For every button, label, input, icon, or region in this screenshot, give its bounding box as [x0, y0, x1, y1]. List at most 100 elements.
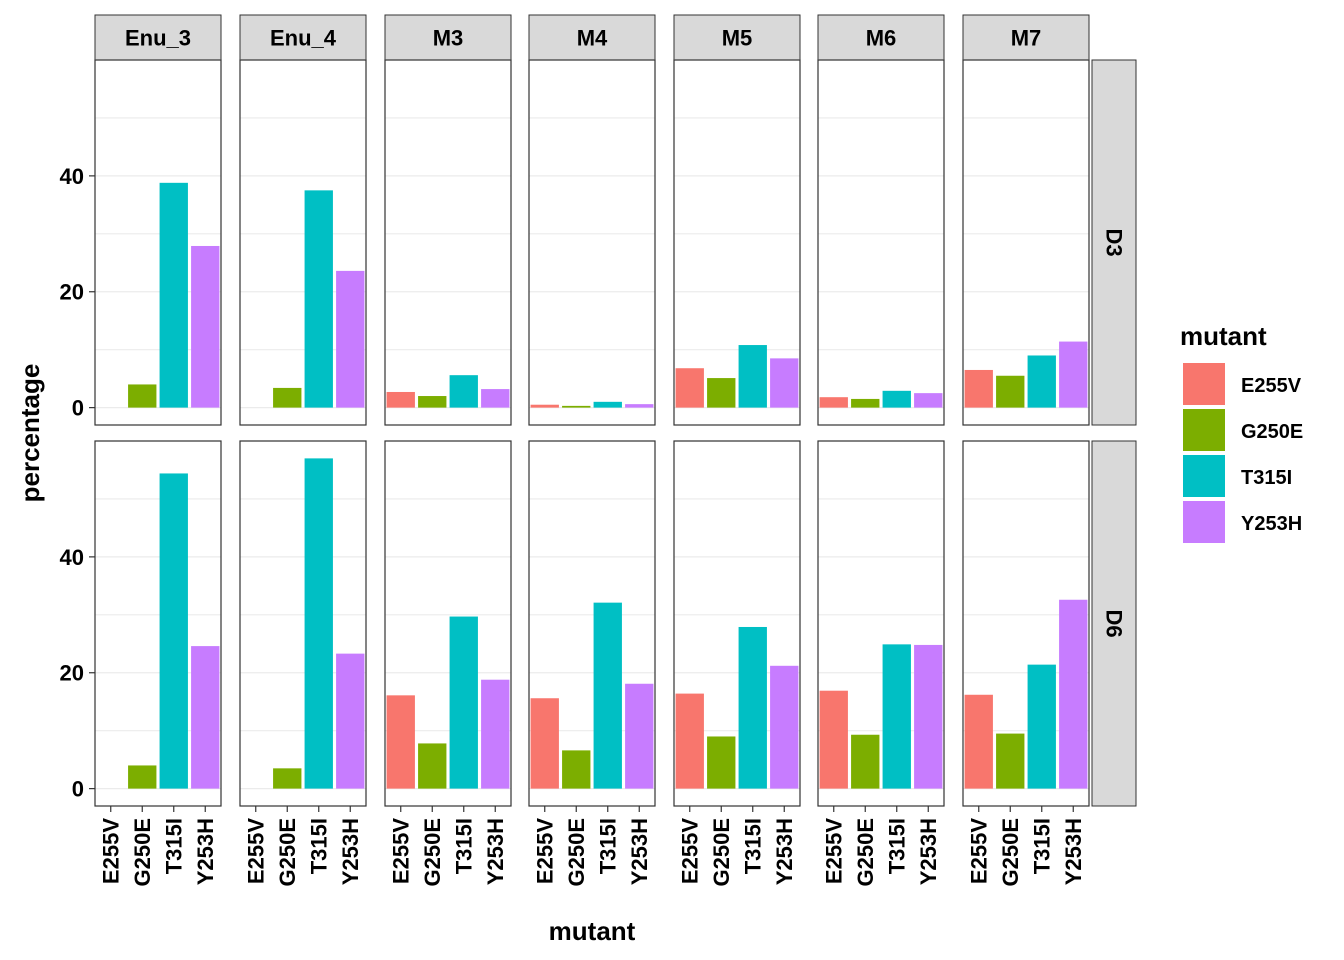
col-strip-label: M7 [1011, 26, 1042, 51]
bar-Enu_4-D6-T315I [304, 458, 333, 789]
panel-Enu_4-D6 [239, 440, 367, 807]
bar-M7-D3-E255V [964, 369, 993, 408]
bar-M5-D3-T315I [738, 345, 767, 408]
bar-M4-D3-T315I [593, 401, 622, 408]
bar-M6-D6-T315I [882, 644, 911, 789]
bar-Enu_4-D6-G250E [273, 768, 302, 789]
panel-M7-D6 [962, 440, 1090, 807]
legend-key-Y253H [1183, 501, 1225, 543]
bar-Enu_3-D3-T315I [159, 182, 188, 408]
bar-M4-D3-Y253H [625, 404, 654, 408]
bar-M7-D3-T315I [1027, 355, 1056, 408]
panel-border [962, 59, 1090, 426]
x-tick-label: G250E [853, 818, 878, 887]
legend-entries: E255V G250E T315I Y253H [1183, 363, 1303, 543]
col-strip-label: Enu_3 [125, 26, 191, 51]
panel-border [94, 440, 222, 807]
bar-M5-D6-T315I [738, 626, 767, 789]
x-tick-label: T315I [595, 818, 620, 874]
bar-Enu_4-D6-Y253H [336, 653, 365, 789]
panel-M6-D6 [817, 440, 945, 807]
panels-layer: Enu_3 Enu_4 M3 M4 M5 M6 M7 D3 D6 [94, 14, 1137, 807]
x-tick-label: T315I [306, 818, 331, 874]
panel-M7-D3 [962, 59, 1090, 426]
x-tick-label: E255V [677, 818, 702, 884]
x-tick-label: Y253H [483, 818, 508, 885]
row-strip-label: D6 [1102, 609, 1127, 637]
x-tick-label: Y253H [338, 818, 363, 885]
bar-M3-D3-T315I [449, 375, 478, 408]
legend-key-G250E [1183, 409, 1225, 451]
bar-M3-D6-G250E [418, 743, 447, 789]
row-strip-D3 [1091, 59, 1137, 426]
x-tick-label: Y253H [1061, 818, 1086, 885]
col-strip-M3 [384, 14, 512, 61]
y-tick-label: 40 [60, 545, 84, 570]
col-strip-M6 [817, 14, 945, 61]
bar-M3-D3-G250E [418, 396, 447, 408]
legend: mutant E255V G250E T315I Y253H [1180, 321, 1303, 543]
x-tick-label: Y253H [627, 818, 652, 885]
bar-M4-D6-G250E [562, 750, 591, 789]
x-tick-label: E255V [243, 818, 268, 884]
y-tick-label: 20 [60, 280, 84, 305]
bar-M5-D6-Y253H [770, 665, 799, 789]
col-strip-label: Enu_4 [270, 26, 337, 51]
panel-Enu_3-D3 [94, 59, 222, 426]
x-tick-label: G250E [275, 818, 300, 887]
x-tick-label: G250E [564, 818, 589, 887]
col-strip-Enu_4 [239, 14, 367, 61]
col-strip-M4 [528, 14, 656, 61]
col-strip-label: M5 [722, 26, 753, 51]
bar-M7-D6-Y253H [1059, 599, 1088, 789]
bar-M3-D6-E255V [386, 695, 415, 789]
legend-key-T315I [1183, 455, 1225, 497]
col-strip-label: M6 [866, 26, 897, 51]
bar-M4-D3-E255V [530, 404, 559, 408]
x-tick-label: G250E [420, 818, 445, 887]
legend-key-E255V [1183, 363, 1225, 405]
bar-M5-D6-E255V [675, 693, 704, 789]
bar-M3-D3-E255V [386, 391, 415, 408]
row-strip-D6 [1091, 440, 1137, 807]
panel-border [817, 440, 945, 807]
y-tick-label: 0 [72, 777, 84, 802]
panel-border [528, 440, 656, 807]
x-tick-label: E255V [532, 818, 557, 884]
col-strip-label: M3 [433, 26, 464, 51]
x-tick-label: E255V [98, 818, 123, 884]
col-strip-Enu_3 [94, 14, 222, 61]
y-axis-title: percentage [15, 364, 45, 503]
bar-M6-D3-G250E [851, 398, 880, 408]
panel-M5-D3 [673, 59, 801, 426]
x-tick-label: T315I [161, 818, 186, 874]
panel-M3-D6 [384, 440, 512, 807]
panel-border [239, 440, 367, 807]
bar-M4-D6-E255V [530, 698, 559, 789]
bar-Enu_3-D6-T315I [159, 473, 188, 789]
bar-M7-D3-G250E [996, 375, 1025, 408]
bar-Enu_4-D3-G250E [273, 387, 302, 408]
bar-M7-D3-Y253H [1059, 341, 1088, 408]
panel-border [673, 440, 801, 807]
y-axis: 0 20 40 0 20 40 [60, 164, 95, 802]
bar-Enu_3-D3-G250E [128, 384, 157, 408]
bar-M6-D3-E255V [819, 397, 848, 408]
bar-M3-D3-Y253H [481, 389, 510, 408]
panel-M5-D6 [673, 440, 801, 807]
panel-border [817, 59, 945, 426]
panel-M3-D3 [384, 59, 512, 426]
x-tick-label: E255V [966, 818, 991, 884]
panel-border [962, 440, 1090, 807]
bar-M4-D3-G250E [562, 405, 591, 408]
legend-label: E255V [1241, 375, 1302, 397]
bar-M6-D6-G250E [851, 734, 880, 789]
panel-border [528, 59, 656, 426]
bar-M6-D6-E255V [819, 690, 848, 789]
legend-label: T315I [1241, 467, 1292, 489]
panel-border [94, 59, 222, 426]
x-tick-label: Y253H [193, 818, 218, 885]
bar-Enu_3-D3-Y253H [191, 245, 220, 408]
bar-M4-D6-T315I [593, 602, 622, 789]
